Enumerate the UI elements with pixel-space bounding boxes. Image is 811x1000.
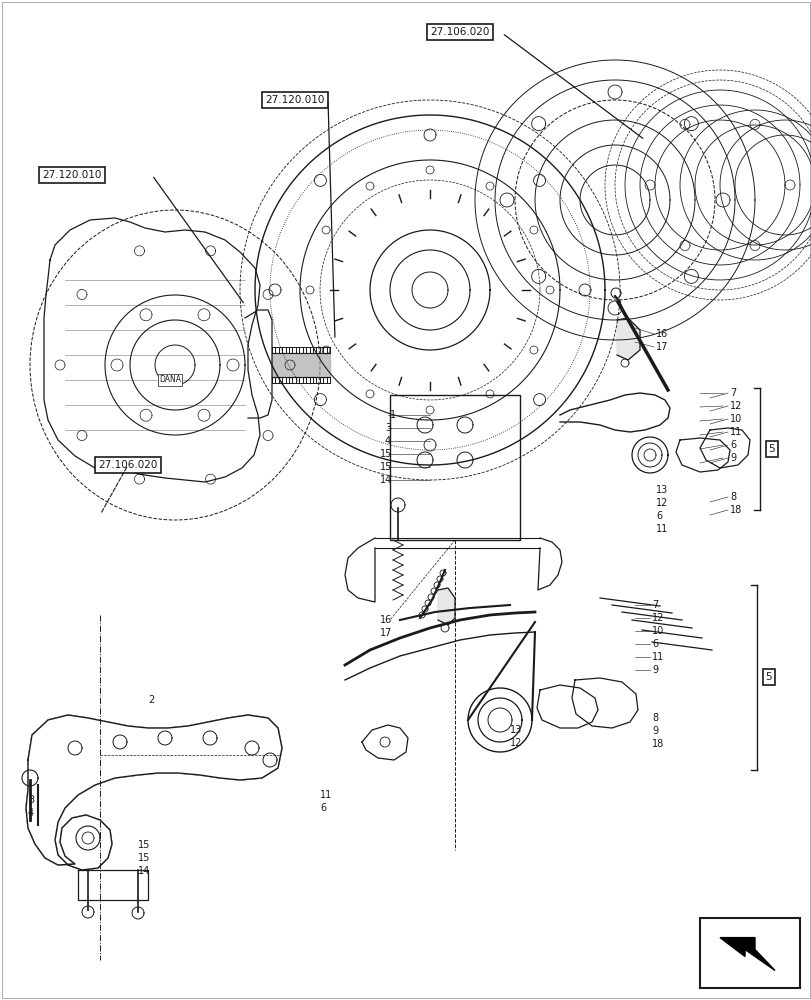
Text: 17: 17 — [380, 628, 392, 638]
Text: 7: 7 — [729, 388, 736, 398]
Text: 1: 1 — [389, 410, 396, 420]
Text: DANA: DANA — [159, 375, 181, 384]
Text: 11: 11 — [320, 790, 332, 800]
Text: 27.106.020: 27.106.020 — [430, 27, 489, 37]
Text: 5: 5 — [765, 672, 771, 682]
Text: 16: 16 — [380, 615, 392, 625]
Polygon shape — [719, 938, 774, 970]
Text: 27.106.020: 27.106.020 — [98, 460, 157, 470]
Text: 18: 18 — [729, 505, 741, 515]
Text: 13: 13 — [655, 485, 667, 495]
Text: 12: 12 — [651, 613, 663, 623]
Text: 16: 16 — [655, 329, 667, 339]
Text: 15: 15 — [138, 853, 150, 863]
Text: 5: 5 — [768, 444, 775, 454]
Text: 27.120.010: 27.120.010 — [42, 170, 101, 180]
Polygon shape — [26, 715, 281, 870]
Text: 14: 14 — [138, 866, 150, 876]
Text: 10: 10 — [651, 626, 663, 636]
Text: 15: 15 — [138, 840, 150, 850]
Bar — [389, 395, 519, 540]
Text: 27.120.010: 27.120.010 — [265, 95, 324, 105]
Polygon shape — [616, 318, 639, 360]
Text: 14: 14 — [380, 475, 392, 485]
Text: 9: 9 — [729, 453, 736, 463]
Polygon shape — [437, 588, 454, 625]
Text: 12: 12 — [655, 498, 667, 508]
Text: 18: 18 — [651, 739, 663, 749]
Text: 9: 9 — [651, 665, 657, 675]
Text: 6: 6 — [655, 511, 661, 521]
Text: 3: 3 — [28, 795, 34, 805]
Text: 9: 9 — [651, 726, 657, 736]
Text: 7: 7 — [651, 600, 658, 610]
Text: 10: 10 — [729, 414, 741, 424]
Text: 6: 6 — [320, 803, 326, 813]
Text: 8: 8 — [651, 713, 657, 723]
Text: 11: 11 — [655, 524, 667, 534]
Text: 12: 12 — [509, 738, 521, 748]
Text: 13: 13 — [509, 725, 521, 735]
Text: 4: 4 — [384, 436, 391, 446]
Text: 15: 15 — [380, 462, 392, 472]
Text: 4: 4 — [28, 808, 34, 818]
Text: 11: 11 — [729, 427, 741, 437]
Bar — [699, 918, 799, 988]
Text: 3: 3 — [384, 423, 391, 433]
Text: 17: 17 — [655, 342, 667, 352]
Text: 6: 6 — [651, 639, 657, 649]
Text: 2: 2 — [148, 695, 154, 705]
Text: 15: 15 — [380, 449, 392, 459]
Text: 11: 11 — [651, 652, 663, 662]
Text: 8: 8 — [729, 492, 736, 502]
Text: 12: 12 — [729, 401, 741, 411]
Text: 6: 6 — [729, 440, 736, 450]
